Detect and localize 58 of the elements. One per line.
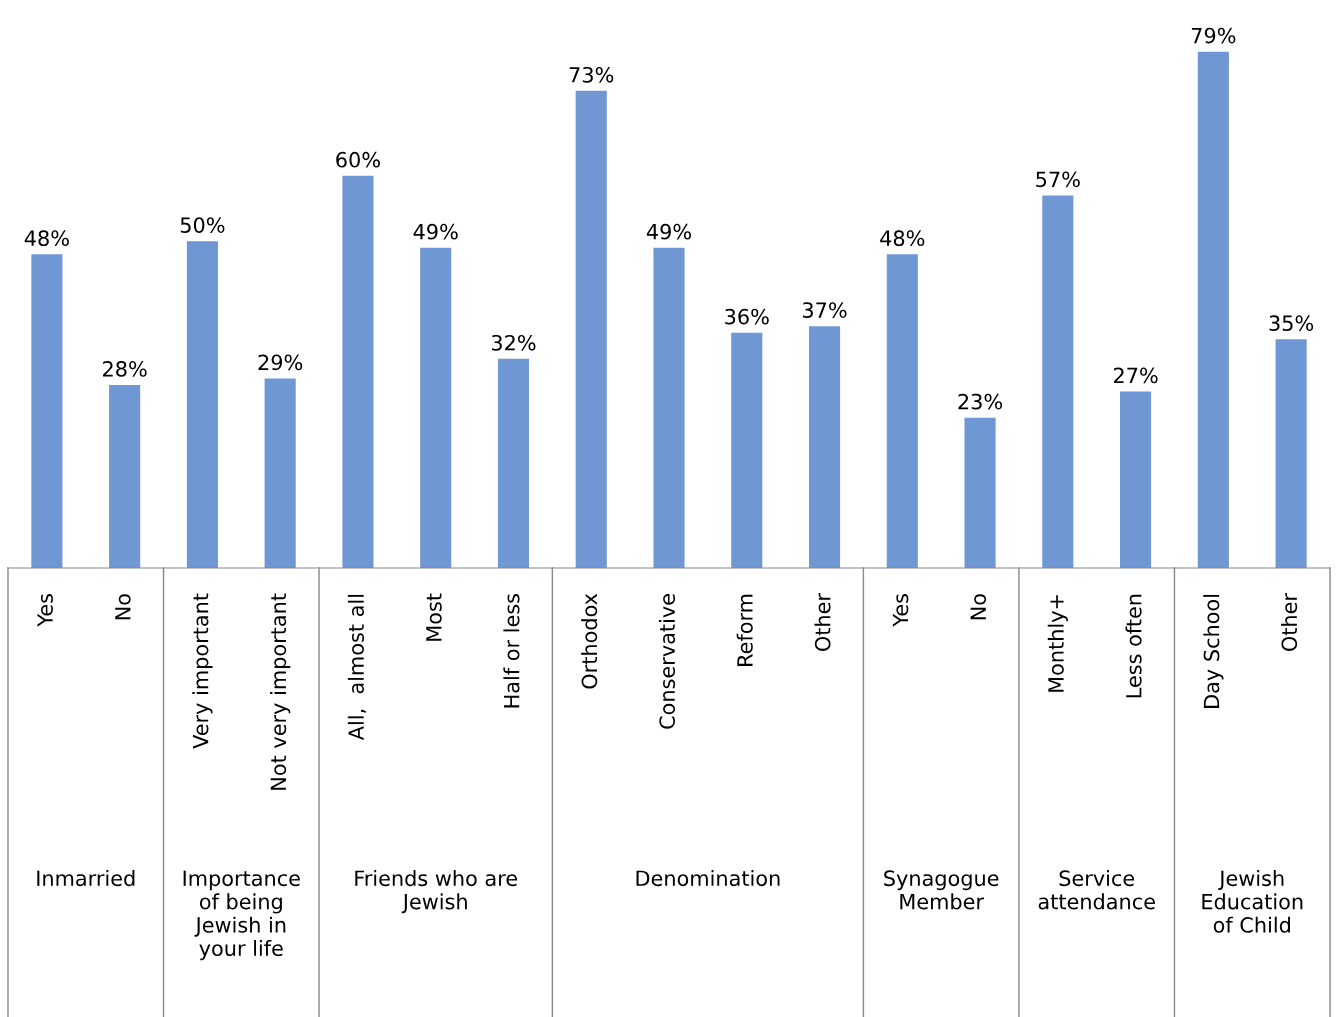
data-label: 60% xyxy=(336,151,380,168)
x-tick-label: Reform xyxy=(736,594,753,666)
bar xyxy=(808,326,841,568)
data-label: 50% xyxy=(180,217,225,233)
data-label: 27% xyxy=(1113,367,1158,384)
text: Friends who are Jewish xyxy=(355,870,518,914)
bar xyxy=(731,332,763,568)
bar xyxy=(186,241,218,568)
data-label: 49% xyxy=(646,223,691,240)
data-label: 37% xyxy=(802,302,847,318)
x-tick-label: Day School xyxy=(1203,594,1224,708)
x-tick-label: Conservative xyxy=(658,594,676,729)
bar xyxy=(109,384,141,568)
x-tick-label: Other xyxy=(1281,593,1298,651)
data-label: 49% xyxy=(413,223,458,240)
data-label: 48% xyxy=(24,230,69,247)
x-tick-label: Yes xyxy=(37,594,53,627)
bar xyxy=(1120,391,1152,568)
x-tick-label: All, almost all xyxy=(347,594,367,741)
data-label: 28% xyxy=(103,361,147,377)
bar xyxy=(1197,51,1229,568)
bar xyxy=(497,358,530,568)
data-label: 48% xyxy=(880,230,925,247)
text: Synagogue Member xyxy=(884,870,999,910)
data-label: 36% xyxy=(725,308,769,325)
x-tick-label: Yes xyxy=(892,594,909,627)
x-tick-label: Orthodox xyxy=(581,593,598,689)
data-label: 29% xyxy=(258,354,303,371)
x-tick-label: Very important xyxy=(192,593,213,749)
x-tick-label: Most xyxy=(426,593,442,641)
data-label: 73% xyxy=(569,66,614,83)
x-tick-label: Half or less xyxy=(503,594,520,708)
bar xyxy=(1275,339,1307,568)
text: Denomination xyxy=(636,870,780,887)
data-label: 57% xyxy=(1036,171,1080,188)
bar xyxy=(886,254,918,568)
x-tick-label: Monthly+ xyxy=(1047,595,1068,692)
data-label: 32% xyxy=(491,334,536,351)
text: Service attendance xyxy=(1038,870,1155,910)
data-label: 23% xyxy=(958,393,1003,410)
x-tick-label: No xyxy=(970,594,987,620)
text: Jewish Education of Child xyxy=(1202,870,1303,933)
bar xyxy=(420,247,452,568)
bar xyxy=(264,378,296,568)
x-tick-label: Less often xyxy=(1125,594,1142,698)
text: Inmarried xyxy=(37,870,135,887)
bar xyxy=(653,247,685,568)
text: Importance of being Jewish in your life xyxy=(183,870,300,961)
bar xyxy=(31,254,63,568)
data-label: 79% xyxy=(1191,27,1236,44)
data-label: 35% xyxy=(1269,315,1314,332)
x-tick-label: No xyxy=(115,594,131,620)
bar xyxy=(575,90,607,568)
bar xyxy=(1042,195,1074,568)
x-tick-label: Other xyxy=(814,593,831,651)
bar xyxy=(964,417,996,568)
x-tick-label: Not very important xyxy=(270,593,291,790)
bar xyxy=(342,175,374,568)
